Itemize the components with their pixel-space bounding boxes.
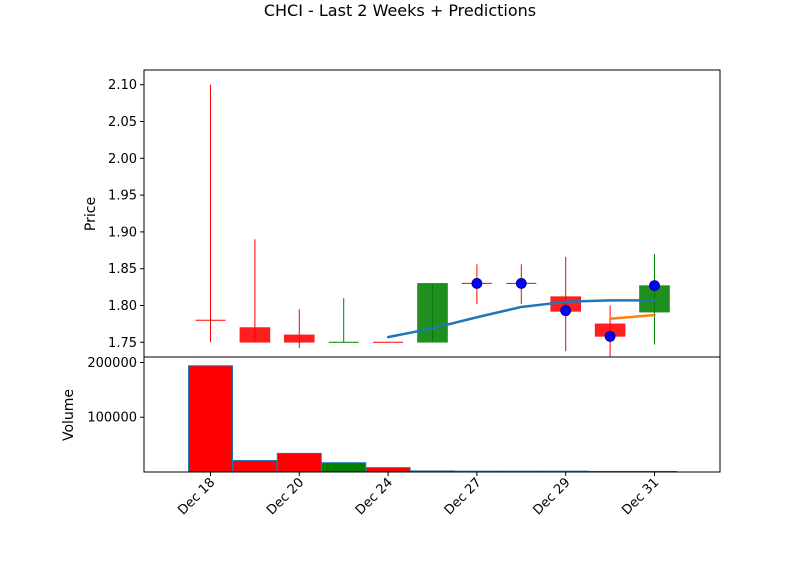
price-series: [195, 84, 670, 357]
volume-panel: 100000 200000 Volume: [61, 356, 721, 473]
volume-plot-frame: [143, 356, 721, 473]
candle-body: [239, 327, 271, 343]
price-y-tick-label: 1.85: [108, 262, 137, 277]
x-tick-label: Dec 29: [531, 475, 574, 518]
prediction-point: [471, 278, 483, 289]
volume-y-tick-label: 100000: [87, 411, 137, 426]
price-y-tick-label: 2.00: [108, 152, 137, 167]
volume-bar: [276, 452, 322, 473]
price-y-tick-label: 1.75: [108, 336, 137, 351]
price-y-tick-label: 1.80: [108, 299, 137, 314]
volume-bar: [365, 467, 411, 473]
volume-y-label: Volume: [61, 389, 77, 441]
candle-body: [284, 334, 315, 343]
volume-y-tick-label: 200000: [87, 356, 137, 371]
volume-plot-area: [144, 357, 720, 472]
x-tick-label: Dec 31: [619, 475, 662, 518]
x-tick-label: Dec 24: [353, 475, 396, 518]
price-panel: 1.75 1.80 1.85 1.90 1.95 2.00 2.05 2.10 Price: [83, 69, 721, 358]
x-axis: Dec 18 Dec 20 Dec 24 Dec 27 Dec 29 Dec 31: [175, 472, 662, 518]
price-y-tick-label: 1.95: [108, 189, 137, 204]
volume-y-axis: 100000 200000: [87, 356, 144, 426]
moving-average-line: [386, 299, 656, 339]
prediction-line: [608, 313, 656, 320]
price-y-label: Price: [83, 197, 99, 231]
prediction-point: [604, 330, 616, 342]
price-y-tick-label: 2.05: [108, 115, 137, 130]
price-y-axis: 1.75 1.80 1.85 1.90 1.95 2.00 2.05 2.10: [108, 78, 144, 351]
x-tick-label: Dec 27: [442, 475, 485, 518]
volume-bar: [232, 460, 278, 473]
x-tick-label: Dec 20: [264, 475, 307, 518]
volume-bar: [188, 365, 233, 473]
price-y-tick-label: 2.10: [108, 78, 137, 93]
prediction-point: [649, 280, 660, 292]
volume-bar: [321, 462, 367, 473]
prediction-point: [515, 278, 527, 289]
prediction-point: [560, 305, 572, 317]
candle-body: [417, 283, 448, 343]
chart-title: CHCI - Last 2 Weeks + Predictions: [264, 1, 536, 20]
price-y-tick-label: 1.90: [108, 225, 137, 240]
x-tick-label: Dec 18: [175, 475, 218, 518]
